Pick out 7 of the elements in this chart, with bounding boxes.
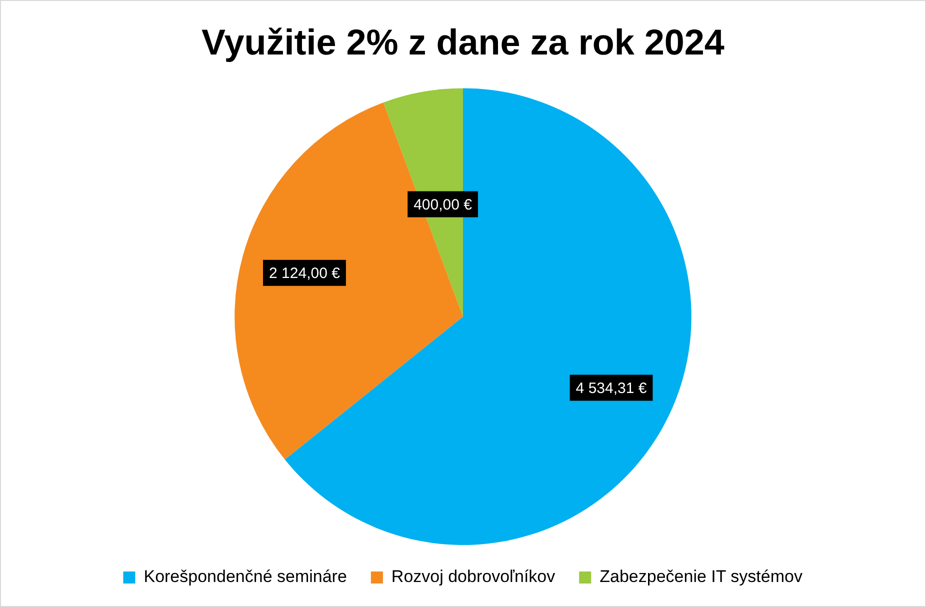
chart-title: Využitie 2% z dane za rok 2024 (202, 22, 724, 63)
data-label: 4 534,31 € (576, 380, 648, 397)
legend-label: Korešpondenčné semináre (144, 567, 347, 586)
data-label: 2 124,00 € (269, 264, 341, 282)
data-label: 400,00 € (414, 196, 473, 214)
legend-label: Rozvoj dobrovoľníkov (391, 567, 556, 586)
legend-label: Zabezpečenie IT systémov (600, 567, 803, 586)
